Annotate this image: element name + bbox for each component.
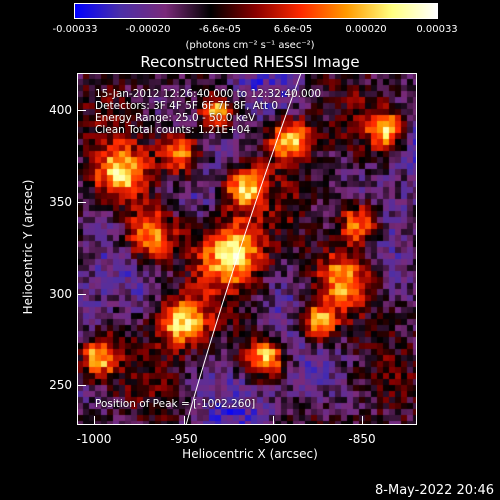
x-tick-label: -1000: [76, 432, 112, 446]
colorbar-tick: 0.00020: [345, 24, 387, 35]
x-tick-label: -900: [259, 432, 287, 446]
colorbar-tick: -6.6e-05: [199, 24, 241, 35]
colorbar-units: (photons cm⁻² s⁻¹ asec⁻²): [185, 40, 315, 51]
rhessi-image: [77, 73, 417, 425]
y-tick-label: 350: [49, 195, 72, 209]
y-tick-label: 300: [49, 287, 72, 301]
energy-range: Energy Range: 25.0 - 50.0 keV: [95, 112, 256, 124]
clean-counts: Clean Total counts: 1.21E+04: [95, 124, 251, 136]
y-tick-label: 400: [49, 103, 72, 117]
colorbar-tick: 6.6e-05: [273, 24, 313, 35]
peak-position: Position of Peak = [-1002,260]: [95, 398, 256, 410]
time-range: 15-Jan-2012 12:26:40.000 to 12:32:40.000: [95, 88, 322, 100]
colorbar: [74, 3, 438, 19]
colorbar-tick: -0.00033: [52, 24, 98, 35]
y-axis-label: Heliocentric Y (arcsec): [21, 179, 35, 315]
image-title: Reconstructed RHESSI Image: [140, 53, 360, 71]
colorbar-tick: -0.00020: [125, 24, 171, 35]
timestamp-footer: 8-May-2022 20:46: [375, 483, 494, 498]
x-axis-label: Heliocentric X (arcsec): [182, 447, 318, 461]
x-tick-label: -950: [170, 432, 198, 446]
y-tick-label: 250: [49, 378, 72, 392]
solar-limb-curve: [185, 73, 302, 425]
detectors-info: Detectors: 3F 4F 5F 6F 7F 8F, Att 0: [95, 100, 279, 112]
colorbar-tick: 0.00033: [416, 24, 458, 35]
x-tick-label: -850: [348, 432, 376, 446]
